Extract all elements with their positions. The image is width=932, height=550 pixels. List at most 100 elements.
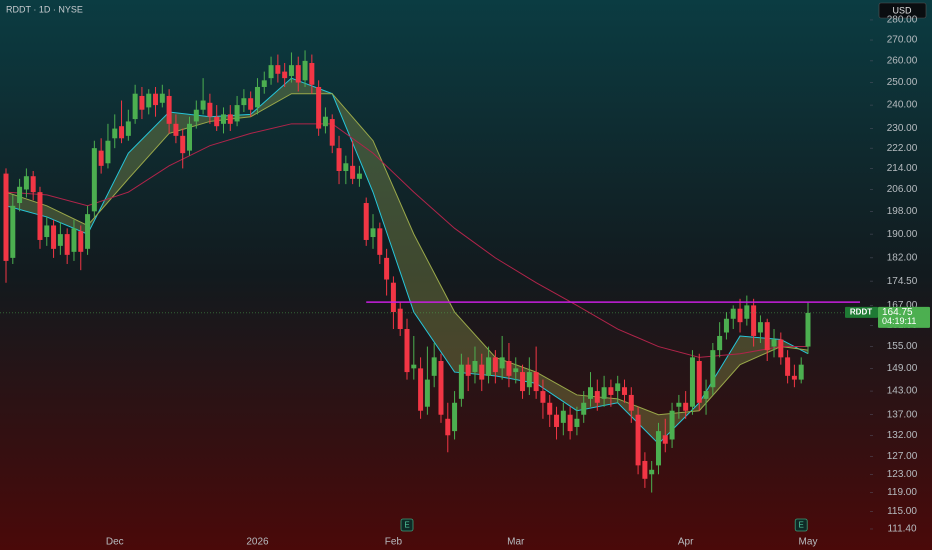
candle-body — [526, 372, 532, 388]
candle-body — [139, 95, 145, 110]
price-tag-label: 164.75 — [882, 307, 913, 318]
candle-body — [64, 234, 70, 255]
candle-body — [615, 383, 621, 392]
candle-body — [146, 93, 152, 108]
y-tick-label: 230.00 — [887, 123, 918, 134]
x-tick-label: Feb — [385, 537, 403, 548]
candle-body — [91, 148, 97, 212]
currency[interactable]: USD — [892, 5, 912, 15]
candle-body — [180, 135, 186, 154]
candle-body — [214, 116, 220, 127]
candle-body — [723, 318, 729, 333]
countdown: 04:19:11 — [882, 316, 916, 326]
candle-body — [51, 225, 57, 249]
candle-body — [676, 402, 682, 407]
y-tick-label: 270.00 — [887, 35, 918, 46]
candle-body — [635, 414, 641, 466]
candle-body — [554, 414, 560, 427]
y-tick-label: 137.00 — [887, 409, 918, 420]
candle-body — [492, 357, 498, 373]
candle-body — [499, 357, 505, 369]
currency-box[interactable] — [878, 2, 927, 19]
candle-body — [465, 364, 471, 376]
candle-body — [418, 368, 424, 411]
candle-body — [431, 357, 437, 376]
y-tick-label: 127.00 — [887, 451, 918, 462]
x-tick-label: Dec — [106, 537, 124, 548]
candle-body — [649, 469, 655, 475]
candle-body — [241, 98, 247, 106]
candle-body — [17, 186, 23, 204]
earnings-label: E — [799, 521, 804, 530]
x-tick-label: Mar — [507, 537, 525, 548]
candle-body — [717, 335, 723, 351]
earnings-label: E — [404, 521, 409, 530]
candle-body — [159, 93, 165, 103]
candle-body — [683, 402, 689, 411]
candle-body — [778, 339, 784, 358]
candle-body — [78, 231, 84, 252]
y-tick-label: 174.50 — [887, 276, 918, 287]
candle-body — [513, 368, 519, 373]
candle-body — [520, 372, 526, 392]
candle-body — [23, 176, 29, 190]
candle-body — [309, 63, 315, 85]
moving-average — [5, 123, 808, 358]
candle-body — [125, 121, 131, 136]
x-tick-label: 2026 — [246, 537, 269, 548]
candle-body — [370, 228, 376, 238]
earnings-marker — [794, 518, 808, 532]
candle-body — [567, 414, 573, 432]
y-tick-label: 182.00 — [887, 253, 918, 264]
y-tick-label: 260.00 — [887, 56, 918, 67]
candle-body — [588, 387, 594, 399]
candle-body — [757, 322, 763, 333]
y-tick-label: 214.00 — [887, 163, 918, 174]
candle-body — [119, 126, 125, 139]
candle-body — [486, 357, 492, 376]
candle-body — [3, 173, 9, 261]
candle-body — [696, 361, 702, 403]
candle-body — [220, 114, 226, 124]
candle-body — [445, 418, 451, 436]
y-tick-label: 198.00 — [887, 206, 918, 217]
candle-body — [737, 308, 743, 323]
candle-body — [669, 410, 675, 440]
candle-body — [628, 394, 634, 411]
candle-body — [329, 119, 335, 146]
y-tick-label: 240.00 — [887, 100, 918, 111]
candle-body — [452, 402, 458, 432]
ema-band — [6, 78, 808, 444]
candle-body — [384, 257, 390, 280]
candle-body — [200, 100, 206, 110]
candle-body — [533, 372, 539, 392]
candle-body — [10, 205, 16, 258]
candle-body — [751, 305, 757, 336]
y-tick-label: 123.00 — [887, 469, 918, 480]
candle-body — [540, 391, 546, 403]
candle-body — [132, 93, 138, 120]
candle-body — [404, 329, 410, 373]
candle-body — [234, 105, 240, 122]
y-tick-label: 222.00 — [887, 143, 918, 154]
candle-body — [791, 375, 797, 380]
candle-body — [343, 163, 349, 172]
candle-body — [547, 402, 553, 415]
candle-body — [187, 123, 193, 151]
candle-body — [193, 109, 199, 122]
candle-body — [227, 114, 233, 124]
candle-body — [458, 364, 464, 399]
candle-body — [479, 364, 485, 380]
candle-body — [112, 128, 118, 139]
y-tick-label: 115.00 — [887, 506, 917, 517]
candle-body — [153, 93, 159, 106]
candle-body — [98, 150, 104, 166]
candle-body — [662, 435, 668, 444]
y-tick-label: 190.00 — [887, 229, 918, 240]
candle-body — [336, 148, 342, 172]
candle-body — [397, 308, 403, 330]
candle-body — [601, 387, 607, 399]
candle-body — [166, 95, 172, 124]
candle-body — [560, 410, 566, 423]
